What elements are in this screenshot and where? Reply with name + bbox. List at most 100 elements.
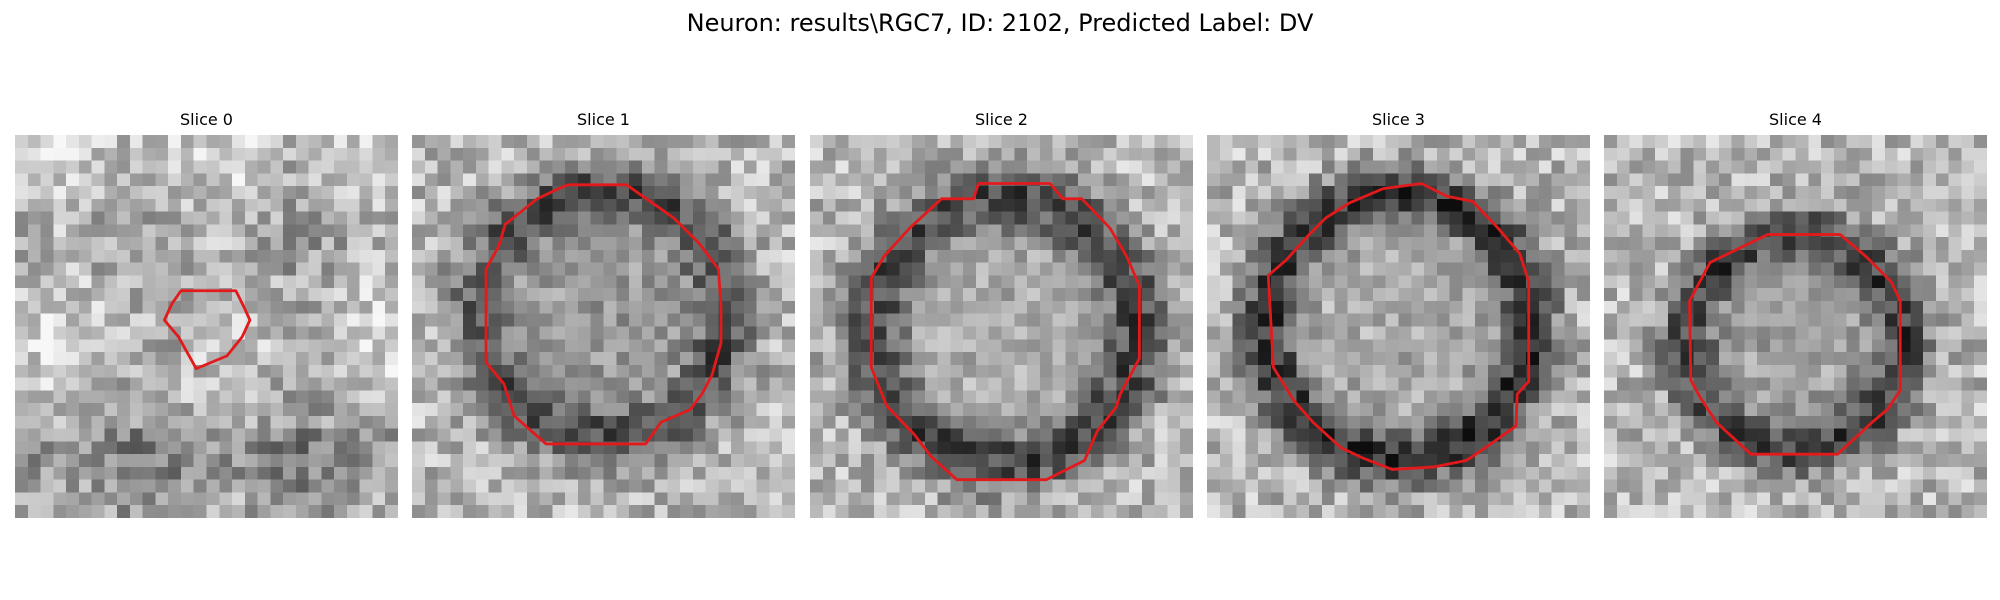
image-pixel — [1385, 135, 1399, 149]
image-pixel — [1923, 326, 1937, 340]
image-pixel — [334, 147, 348, 161]
image-pixel — [1538, 492, 1552, 506]
image-pixel — [1180, 415, 1193, 429]
image-pixel — [40, 160, 54, 174]
image-pixel — [501, 275, 515, 289]
image-pixel — [1411, 390, 1425, 404]
image-pixel — [552, 415, 566, 429]
image-pixel — [1551, 479, 1565, 493]
image-pixel — [129, 339, 143, 353]
image-pixel — [1116, 454, 1130, 468]
image-pixel — [680, 198, 694, 212]
image-pixel — [1821, 186, 1835, 200]
image-pixel — [963, 454, 977, 468]
image-pixel — [1398, 249, 1412, 263]
image-pixel — [899, 198, 913, 212]
image-pixel — [104, 198, 118, 212]
image-pixel — [1577, 211, 1590, 225]
image-pixel — [1372, 390, 1386, 404]
slice-image — [810, 135, 1193, 518]
image-pixel — [91, 288, 105, 302]
image-pixel — [1309, 211, 1323, 225]
image-pixel — [1769, 173, 1783, 187]
image-pixel — [219, 186, 233, 200]
image-pixel — [424, 135, 438, 149]
image-pixel — [1487, 249, 1501, 263]
image-pixel — [1706, 505, 1720, 518]
image-pixel — [1411, 454, 1425, 468]
image-pixel — [1897, 237, 1911, 251]
image-pixel — [1245, 364, 1259, 378]
image-pixel — [463, 224, 477, 238]
image-pixel — [270, 211, 284, 225]
image-pixel — [1935, 300, 1949, 314]
image-pixel — [1398, 492, 1412, 506]
image-pixel — [1642, 415, 1656, 429]
image-pixel — [78, 275, 92, 289]
image-pixel — [577, 198, 591, 212]
image-pixel — [603, 352, 617, 366]
image-pixel — [1564, 454, 1578, 468]
image-pixel — [450, 288, 464, 302]
image-pixel — [1616, 237, 1630, 251]
image-pixel — [424, 390, 438, 404]
image-pixel — [1027, 390, 1041, 404]
image-pixel — [308, 275, 322, 289]
image-pixel — [861, 479, 875, 493]
image-pixel — [142, 390, 156, 404]
image-pixel — [1360, 224, 1374, 238]
image-pixel — [117, 492, 131, 506]
slice-title: Slice 0 — [180, 110, 233, 129]
image-pixel — [1309, 288, 1323, 302]
image-pixel — [1180, 198, 1193, 212]
image-pixel — [1821, 288, 1835, 302]
image-pixel — [1103, 135, 1117, 149]
image-pixel — [257, 198, 271, 212]
image-pixel — [295, 492, 309, 506]
image-pixel — [514, 249, 528, 263]
image-pixel — [1475, 377, 1489, 391]
image-pixel — [1065, 479, 1079, 493]
image-pixel — [1372, 505, 1386, 518]
image-pixel — [718, 211, 732, 225]
image-pixel — [899, 262, 913, 276]
image-pixel — [270, 262, 284, 276]
image-pixel — [1680, 454, 1694, 468]
image-pixel — [718, 237, 732, 251]
image-pixel — [1475, 479, 1489, 493]
image-pixel — [1526, 237, 1540, 251]
image-pixel — [526, 352, 540, 366]
image-pixel — [321, 390, 335, 404]
image-pixel — [835, 505, 849, 518]
image-pixel — [1718, 237, 1732, 251]
image-pixel — [168, 275, 182, 289]
image-pixel — [117, 390, 131, 404]
image-pixel — [1103, 211, 1117, 225]
image-pixel — [848, 147, 862, 161]
image-pixel — [1846, 313, 1860, 327]
image-pixel — [1616, 173, 1630, 187]
image-pixel — [206, 326, 220, 340]
image-pixel — [1270, 479, 1284, 493]
image-pixel — [912, 352, 926, 366]
image-pixel — [616, 339, 630, 353]
image-pixel — [359, 403, 373, 417]
image-pixel — [1769, 249, 1783, 263]
image-pixel — [1027, 377, 1041, 391]
image-pixel — [1180, 403, 1193, 417]
image-pixel — [1961, 275, 1975, 289]
image-pixel — [629, 211, 643, 225]
image-pixel — [705, 390, 719, 404]
image-pixel — [1859, 173, 1873, 187]
image-pixel — [565, 339, 579, 353]
image-pixel — [1141, 186, 1155, 200]
image-pixel — [1642, 237, 1656, 251]
image-pixel — [1245, 237, 1259, 251]
image-pixel — [1154, 135, 1168, 149]
image-pixel — [1948, 160, 1962, 174]
image-pixel — [514, 390, 528, 404]
image-pixel — [295, 377, 309, 391]
image-pixel — [1577, 135, 1590, 149]
image-pixel — [180, 249, 194, 263]
image-pixel — [988, 505, 1002, 518]
